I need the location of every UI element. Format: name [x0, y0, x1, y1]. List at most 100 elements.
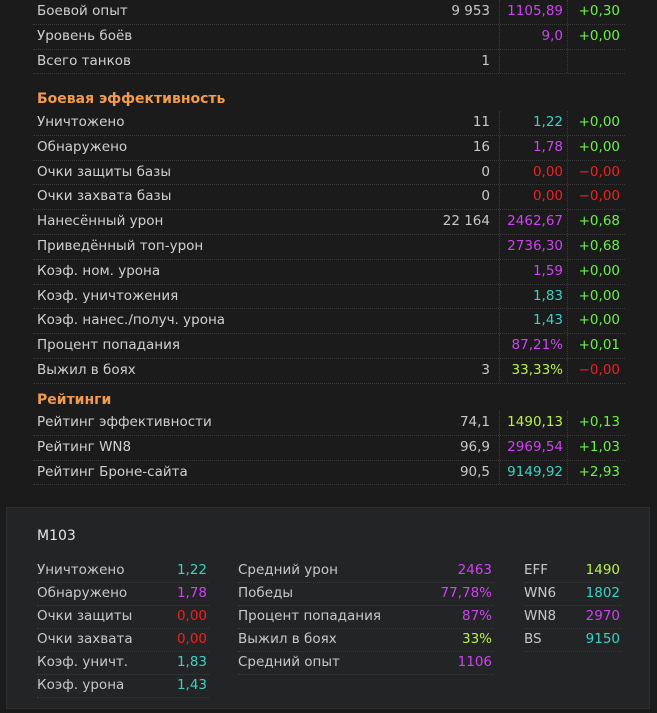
summary-label: Средний урон — [238, 562, 338, 578]
stat-label: Рейтинг эффективности — [37, 414, 212, 430]
summary-value: 1490 — [585, 562, 620, 578]
stat-average: 1,43 — [532, 312, 563, 329]
summary-value: 77,78% — [440, 585, 492, 601]
stat-label: Рейтинг WN8 — [37, 438, 132, 455]
column-divider — [567, 24, 568, 49]
summary-row: WN6 1802 — [524, 583, 622, 606]
summary-value: 1,22 — [176, 562, 207, 578]
stat-count: 0 — [481, 188, 490, 205]
column-divider — [567, 460, 568, 485]
summary-row: Процент попадания 87% — [238, 606, 494, 629]
summary-label: Коэф. уничт. — [37, 654, 129, 670]
summary-label: Очки захвата — [37, 631, 133, 647]
column-divider — [567, 49, 568, 74]
summary-row: Коэф. уничт. 1,83 — [37, 652, 209, 675]
stat-count: 16 — [472, 138, 490, 155]
stat-average: 9,0 — [541, 27, 563, 44]
stat-label: Рейтинг Броне-сайта — [37, 463, 188, 480]
stat-label: Коэф. уничтожения — [37, 287, 179, 304]
column-divider — [567, 411, 568, 435]
summary-value: 1802 — [585, 585, 620, 601]
column-divider — [499, 185, 500, 210]
stat-delta: +2,93 — [578, 463, 620, 480]
stat-average: 1,59 — [532, 262, 563, 279]
stat-row: Процент попадания 87,21% +0,01 — [33, 334, 625, 359]
summary-value: 1,83 — [176, 654, 207, 670]
stats-area: Боевой опыт 9 953 1105,89 +0,30 Уровень боёв… — [33, 0, 625, 486]
stat-label: Нанесённый урон — [37, 213, 164, 230]
stat-row: Коэф. ном. урона 1,59 +0,00 — [33, 259, 625, 285]
stat-row: Рейтинг эффективности 74,1 1490,13 +0,13 — [33, 411, 625, 436]
stat-delta: +0,68 — [578, 237, 620, 254]
column-divider — [567, 435, 568, 460]
summary-value: 87% — [461, 608, 492, 624]
stat-delta: +0,00 — [578, 262, 620, 279]
stat-count: 3 — [481, 361, 490, 378]
stat-average: 2736,30 — [507, 237, 563, 254]
stat-delta: +0,00 — [578, 114, 620, 130]
summary-label: WN6 — [524, 585, 557, 601]
summary-label: BS — [524, 631, 542, 647]
stat-count: 96,9 — [459, 438, 490, 455]
summary-row: Средний опыт 1106 — [238, 652, 494, 675]
stat-delta: +0,00 — [578, 312, 620, 329]
summary-row: Коэф. урона 1,43 — [37, 675, 209, 698]
tank-name: M103 — [37, 528, 76, 544]
column-divider — [567, 135, 568, 160]
stat-row: Очки защиты базы 0 0,00 −0,00 — [33, 160, 625, 186]
stat-row: Уничтожено 11 1,22 +0,00 — [33, 111, 625, 136]
column-divider — [499, 309, 500, 334]
column-divider — [499, 284, 500, 309]
ratings-table: Рейтинг эффективности 74,1 1490,13 +0,13 Рей… — [33, 411, 625, 486]
stat-average: 1,83 — [532, 287, 563, 304]
summary-label: Обнаружено — [37, 585, 128, 601]
stat-row: Уровень боёв 9,0 +0,00 — [33, 24, 625, 50]
stat-row: Рейтинг Броне-сайта 90,5 9149,92 +2,93 — [33, 460, 625, 486]
summary-row: BS 9150 — [524, 629, 622, 652]
stat-label: Уничтожено — [37, 114, 125, 130]
stat-row: Боевой опыт 9 953 1105,89 +0,30 — [33, 0, 625, 25]
summary-label: Средний опыт — [238, 654, 340, 670]
stat-average: 87,21% — [511, 337, 563, 354]
column-divider — [567, 210, 568, 234]
summary-value: 9150 — [585, 631, 620, 647]
stat-row: Всего танков 1 — [33, 49, 625, 75]
column-divider — [499, 0, 500, 24]
stat-average: 0,00 — [532, 188, 563, 205]
stat-label: Коэф. ном. урона — [37, 262, 161, 279]
stat-delta: −0,00 — [578, 163, 620, 180]
summary-value: 1,43 — [176, 677, 207, 693]
summary-label: WN8 — [524, 608, 557, 624]
column-divider — [499, 234, 500, 259]
stat-delta: +0,00 — [578, 27, 620, 44]
stat-label: Процент попадания — [37, 337, 180, 354]
stat-row: Коэф. уничтожения 1,83 +0,00 — [33, 284, 625, 310]
stat-row: Нанесённый урон 22 164 2462,67 +0,68 — [33, 210, 625, 235]
stat-count: 11 — [472, 114, 490, 130]
stat-label: Очки защиты базы — [37, 163, 172, 180]
summary-row: EFF 1490 — [524, 560, 622, 583]
section-title-ratings: Рейтинги — [37, 392, 112, 408]
column-divider — [499, 435, 500, 460]
column-divider — [567, 0, 568, 24]
column-divider — [499, 334, 500, 358]
battle-efficiency-table: Уничтожено 11 1,22 +0,00 Обнаружено 16 1,78 +0,… — [33, 111, 625, 384]
stat-row: Выжил в боях 3 33,33% −0,00 — [33, 358, 625, 384]
stat-count: 90,5 — [459, 463, 490, 480]
stat-count: 1 — [481, 52, 490, 69]
stat-count: 22 164 — [442, 213, 490, 230]
column-divider — [499, 24, 500, 49]
stat-average: 33,33% — [511, 361, 563, 378]
stat-count: 9 953 — [451, 3, 490, 19]
summary-label: Победы — [238, 585, 294, 601]
column-divider — [567, 160, 568, 185]
column-divider — [499, 160, 500, 185]
stat-label: Уровень боёв — [37, 27, 133, 44]
column-divider — [567, 234, 568, 259]
stat-delta: +0,00 — [578, 138, 620, 155]
stat-label: Очки захвата базы — [37, 188, 172, 205]
column-divider — [499, 259, 500, 284]
summary-label: Очки защиты — [37, 608, 133, 624]
summary-value: 0,00 — [176, 608, 207, 624]
stat-average: 2462,67 — [507, 213, 563, 230]
